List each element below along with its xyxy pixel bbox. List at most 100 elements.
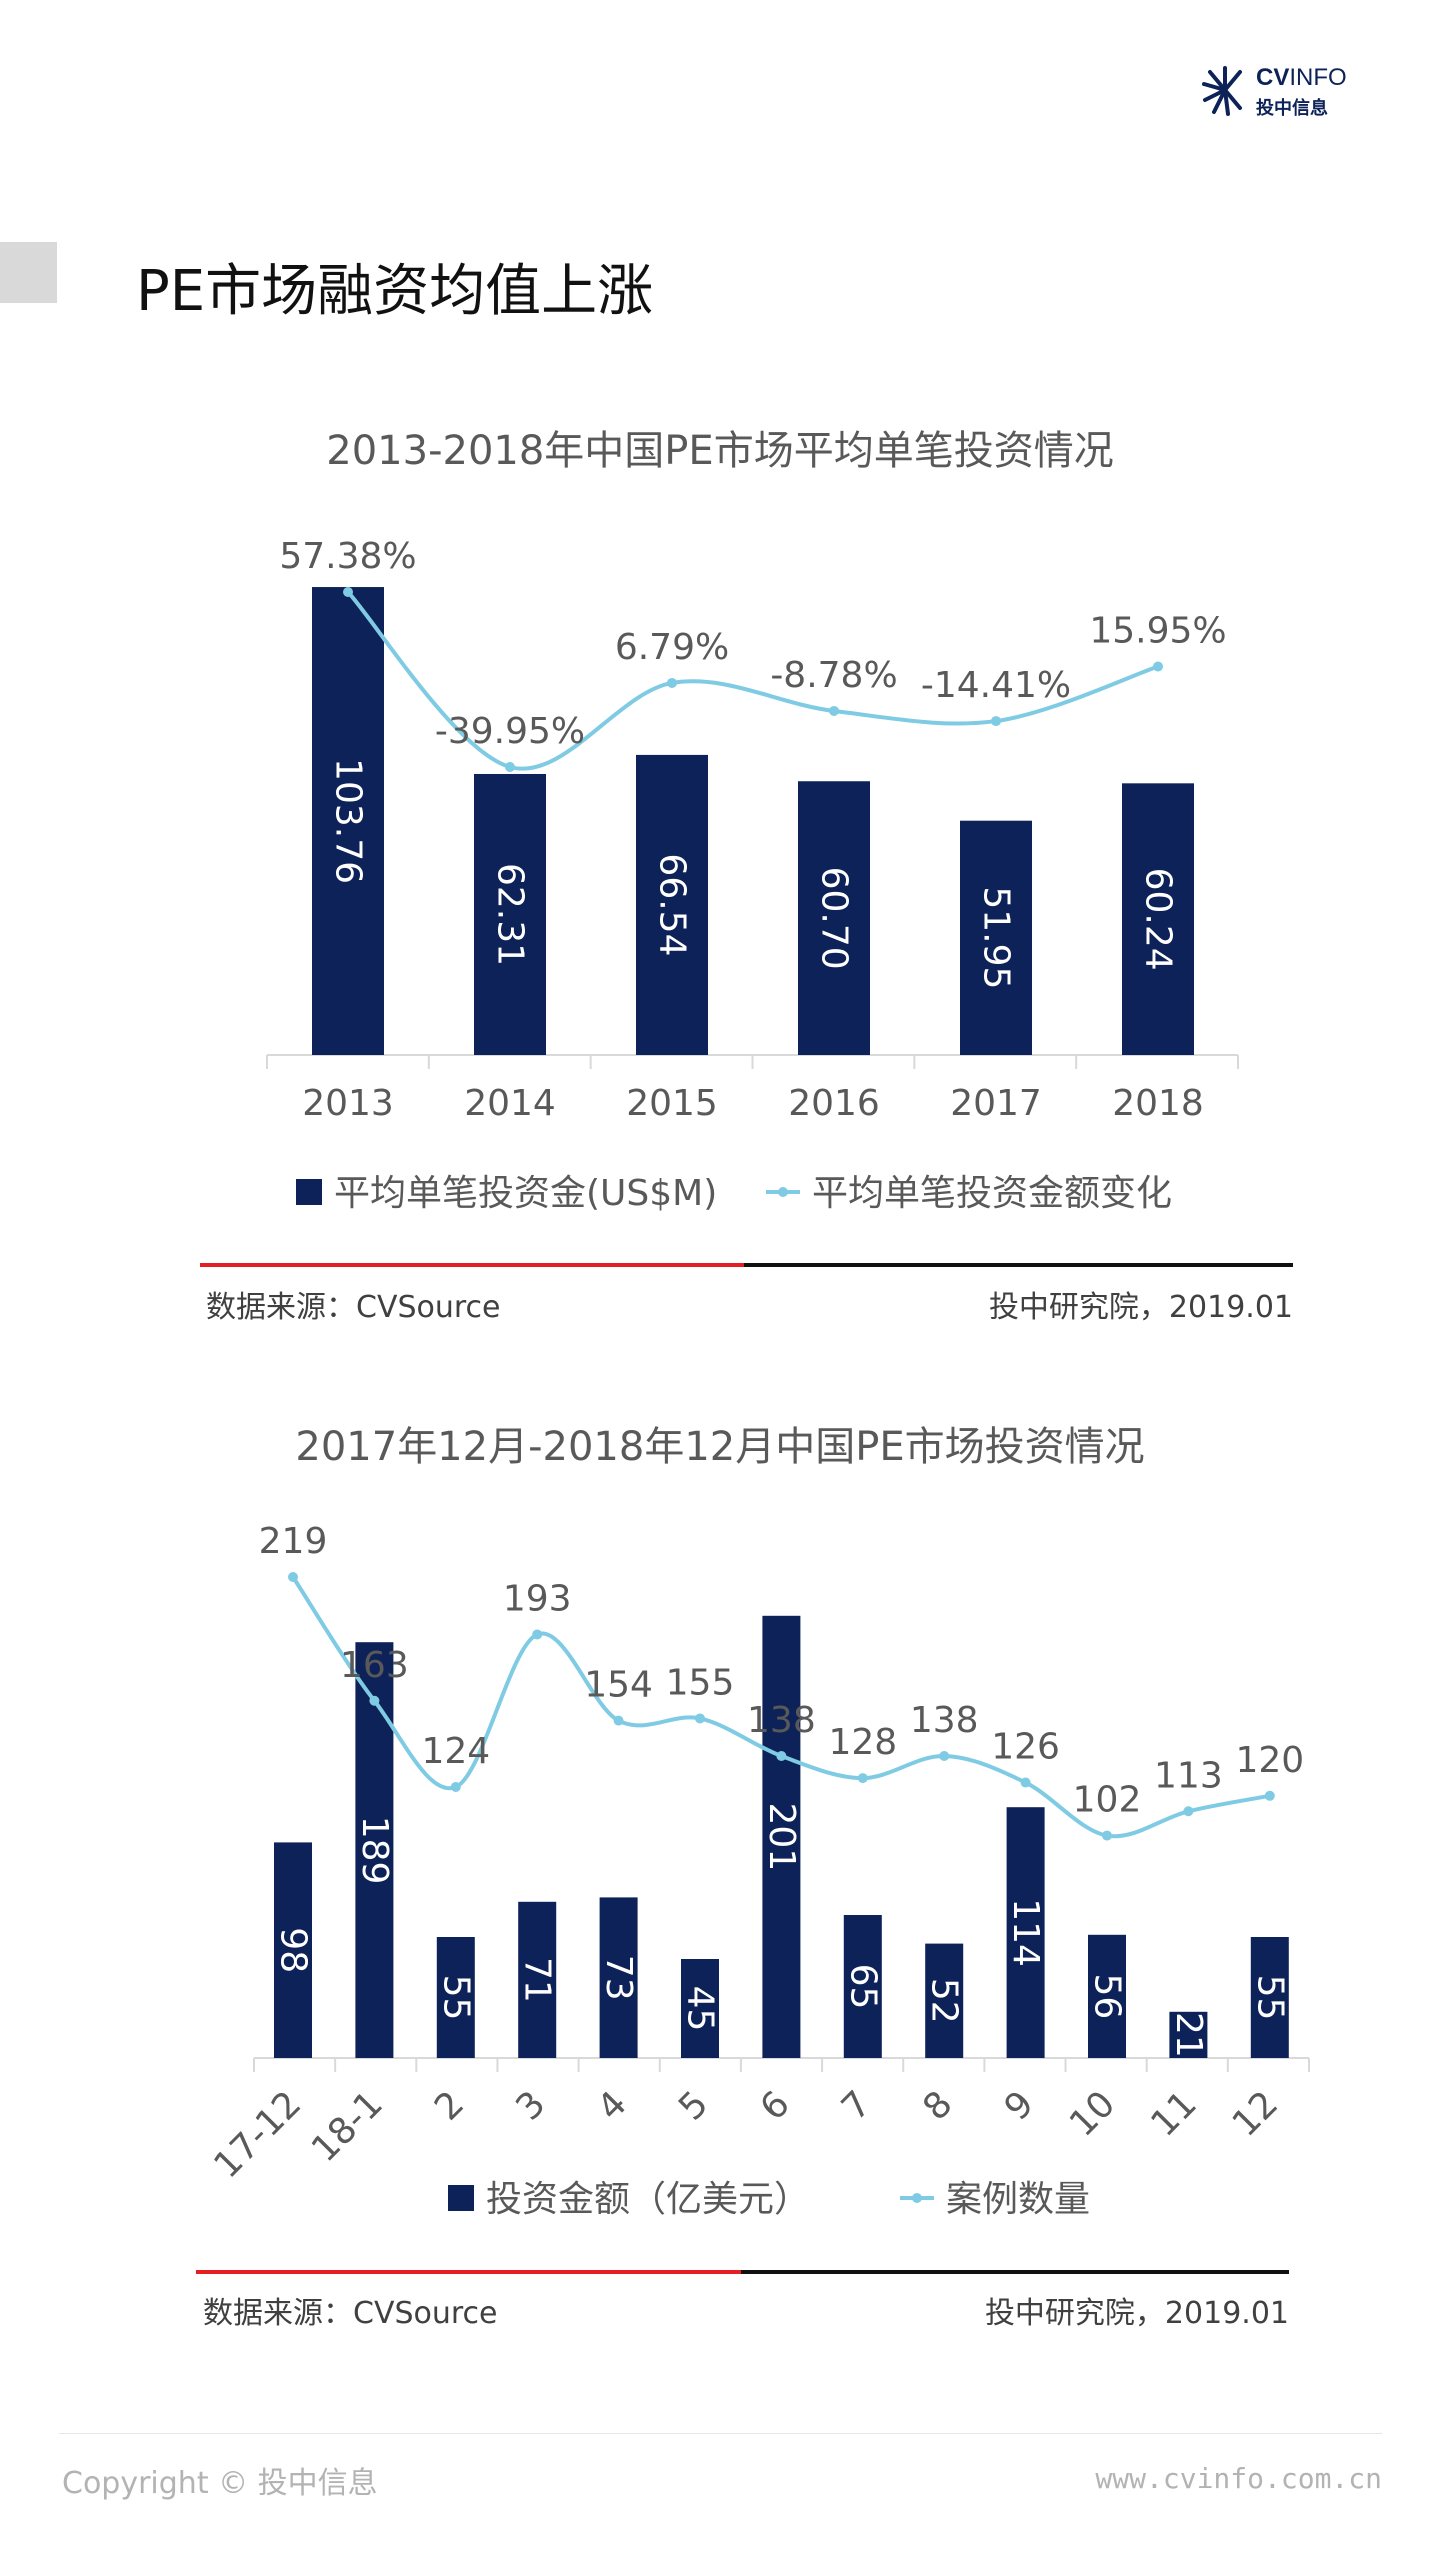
bar-data-label: 66.54	[652, 853, 693, 956]
x-tick-label: 2016	[788, 1083, 880, 1124]
logo-text: CVINFO	[1256, 64, 1347, 91]
logo-text-cn: 投中信息	[1256, 98, 1328, 119]
page-title: PE市场融资均值上涨	[136, 259, 654, 324]
x-tick-label: 6	[753, 2083, 798, 2128]
bar	[1006, 1807, 1045, 2058]
legend-bar-swatch	[296, 1179, 322, 1205]
x-tick-label: 18-1	[304, 2083, 391, 2170]
legend-line-marker	[778, 1187, 788, 1197]
line-point	[857, 1773, 868, 1784]
bar-data-label: 51.95	[976, 886, 1017, 989]
line-point	[450, 1781, 461, 1792]
legend-line-marker	[912, 2193, 922, 2203]
bar-data-label: 201	[761, 1803, 802, 1872]
bar	[1169, 2011, 1208, 2058]
bar-data-label: 73	[598, 1955, 639, 2001]
line-series	[291, 1575, 1271, 1839]
bar	[843, 1915, 882, 2058]
bar-data-label: 98	[273, 1927, 314, 1973]
copyright: Copyright © 投中信息	[62, 2466, 378, 2501]
line-data-label: 6.79%	[615, 627, 729, 668]
bar	[518, 1901, 557, 2058]
x-tick-label: 17-12	[206, 2083, 309, 2186]
bar	[355, 1642, 394, 2058]
bar	[312, 587, 384, 1055]
bar	[636, 754, 708, 1055]
line-point	[1264, 1790, 1275, 1801]
bar-data-label: 114	[1005, 1898, 1046, 1967]
x-tick-label: 8	[915, 2083, 960, 2128]
chart1-rule-red	[200, 1263, 744, 1267]
bar	[925, 1943, 964, 2058]
line-data-label: 193	[503, 1578, 572, 1619]
bar	[1122, 783, 1194, 1055]
line-data-label: 128	[828, 1722, 897, 1763]
bar-data-label: 60.24	[1138, 868, 1179, 971]
bar-data-label: 55	[1249, 1975, 1290, 2021]
line-point	[532, 1629, 543, 1640]
chart1: 103.76 62.31 66.54 60.70 51.95 60.24 57.38% -39…	[266, 536, 1239, 1214]
line-data-label: 57.38%	[279, 536, 416, 577]
line-point	[667, 677, 677, 688]
legend-bar-label: 投资金额（亿美元）	[486, 2179, 810, 2220]
line-point	[369, 1695, 380, 1706]
line-point	[695, 1713, 705, 1724]
line-point	[1153, 661, 1163, 672]
chart2-rule-red	[196, 2270, 741, 2274]
line-series	[346, 590, 1159, 771]
bar	[599, 1897, 638, 2058]
x-tick-label: 2014	[464, 1083, 556, 1124]
line-data-label: 138	[910, 1700, 979, 1741]
website-link[interactable]: www.cvinfo.com.cn	[1095, 2462, 1382, 2495]
line-data-label: 154	[584, 1665, 653, 1706]
line-data-label: 120	[1235, 1740, 1304, 1781]
bar-data-label: 65	[842, 1964, 883, 2010]
line-data-label: 113	[1154, 1755, 1223, 1796]
x-tick-label: 2013	[302, 1083, 394, 1124]
bar-data-label: 189	[354, 1816, 395, 1885]
cvinfo-logo: CVINFO 投中信息	[1200, 62, 1350, 122]
legend-line-label: 平均单笔投资金额变化	[812, 1173, 1172, 1214]
line-data-label: 124	[421, 1731, 490, 1772]
bar	[960, 820, 1032, 1055]
chart2-credit: 投中研究院，2019.01	[984, 2296, 1289, 2331]
line-point	[1183, 1806, 1194, 1817]
chart1-title: 2013-2018年中国PE市场平均单笔投资情况	[326, 428, 1114, 474]
line-point	[1102, 1830, 1112, 1841]
x-tick-label: 12	[1225, 2083, 1286, 2144]
line-data-label: 126	[991, 1727, 1060, 1768]
bar	[798, 781, 870, 1055]
line-data-label: 102	[1073, 1780, 1142, 1821]
bar-data-label: 71	[517, 1957, 558, 2003]
bar	[1088, 1934, 1126, 2058]
line-point	[776, 1751, 787, 1762]
line-point	[1020, 1777, 1031, 1788]
bar-data-label: 56	[1087, 1973, 1128, 2019]
x-tick-label: 5	[671, 2083, 716, 2128]
x-tick-label: 7	[834, 2083, 879, 2128]
line-data-label: -8.78%	[770, 655, 897, 696]
bar-data-label: 62.31	[490, 863, 531, 966]
x-tick-label: 9	[997, 2083, 1042, 2128]
bar-data-label: 52	[924, 1978, 965, 2024]
x-tick-label: 11	[1143, 2083, 1204, 2144]
x-tick-label: 2015	[626, 1083, 718, 1124]
legend-bar-swatch	[448, 2185, 474, 2211]
bar	[436, 1937, 475, 2058]
line-data-label: -39.95%	[435, 711, 585, 752]
chart1-rule-black	[744, 1263, 1293, 1267]
line-point	[613, 1715, 624, 1726]
title-accent-bar	[0, 242, 57, 303]
chart2-title: 2017年12月-2018年12月中国PE市场投资情况	[295, 1424, 1145, 1470]
line-data-label: 138	[747, 1700, 816, 1741]
bar-data-label: 60.70	[814, 867, 855, 970]
bar	[474, 773, 546, 1055]
legend-bar-label: 平均单笔投资金(US$M)	[334, 1173, 717, 1214]
bar	[274, 1842, 312, 2058]
line-point	[343, 587, 353, 597]
line-data-label: 15.95%	[1089, 610, 1226, 651]
line-point	[288, 1572, 298, 1582]
line-point	[829, 705, 839, 716]
bar	[681, 1959, 719, 2058]
